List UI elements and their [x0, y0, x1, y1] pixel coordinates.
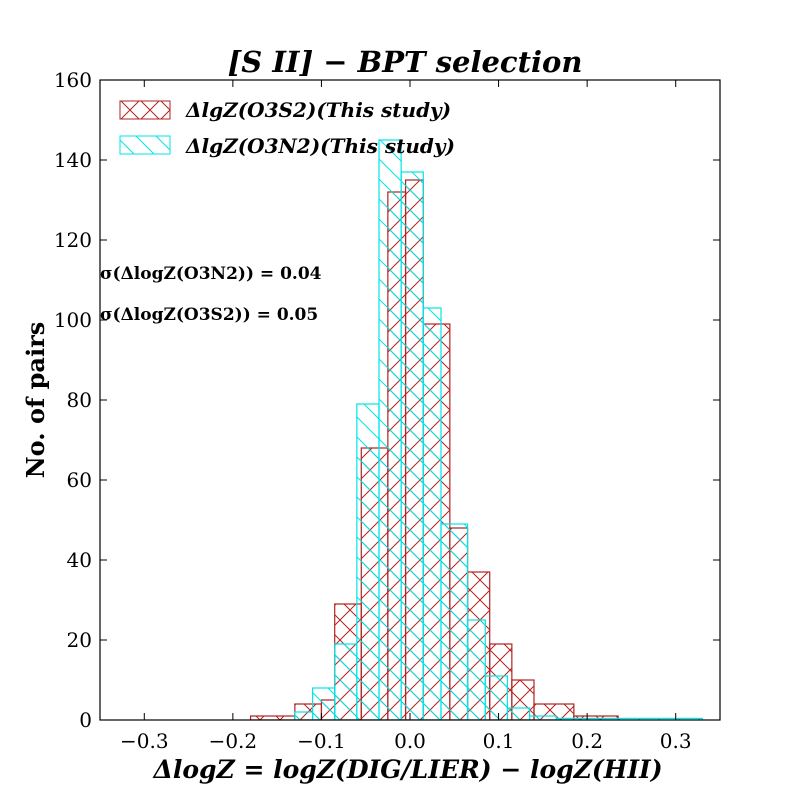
legend-label-o3s2: ΔlgZ(O3S2)(This study): [185, 98, 451, 122]
legend-label-o3n2: ΔlgZ(O3N2)(This study): [185, 134, 455, 158]
x-axis: −0.3 −0.2 −0.1 0.0 0.1 0.2 0.3: [120, 80, 692, 753]
bar-o3n2-1: [311, 687, 336, 720]
y-tick-label: 140: [54, 148, 92, 172]
bar-o3n2-3: [356, 403, 380, 720]
x-tick-label: −0.3: [120, 729, 169, 753]
bar-o3n2-8: [466, 619, 486, 720]
y-tick-label: 120: [54, 228, 92, 252]
chart-title: [S II] − BPT selection: [228, 45, 583, 79]
x-tick-label: 0.2: [571, 729, 603, 753]
x-tick-label: −0.2: [209, 729, 258, 753]
y-axis: 0 20 40 60 80 100 120 140 160: [54, 68, 720, 732]
y-tick-label: 80: [67, 388, 92, 412]
y-tick-label: 0: [79, 708, 92, 732]
bar-o3n2-9: [484, 675, 509, 720]
sigma-o3s2-annotation: σ(ΔlogZ(O3S2)) = 0.05: [100, 305, 318, 325]
bar-o3n2-2: [334, 643, 358, 720]
y-tick-label: 20: [67, 628, 92, 652]
x-tick-label: −0.1: [297, 729, 346, 753]
x-tick-label: 0.0: [394, 729, 426, 753]
legend: ΔlgZ(O3S2)(This study) ΔlgZ(O3N2)(This s…: [119, 98, 455, 158]
y-axis-label: No. of pairs: [21, 322, 50, 479]
sigma-o3n2-annotation: σ(ΔlogZ(O3N2)) = 0.04: [100, 264, 322, 284]
x-tick-label: 0.1: [483, 729, 515, 753]
bar-o3n2-7: [440, 523, 469, 720]
x-tick-label: 0.3: [660, 729, 692, 753]
bar-o3n2-12: [555, 717, 703, 720]
bar-o3n2-10: [506, 707, 531, 720]
bars-group: [249, 139, 703, 720]
legend-swatch-o3s2: [119, 100, 171, 120]
bar-o3n2-6: [422, 307, 442, 720]
bar-o3n2-4: [378, 139, 402, 720]
x-axis-label: ΔlogZ = logZ(DIG/LIER) − logZ(HII): [151, 755, 662, 784]
bar-o3n2-0: [294, 711, 314, 720]
y-tick-label: 40: [67, 548, 92, 572]
bar-o3n2-5: [400, 171, 424, 720]
legend-swatch-o3n2: [119, 135, 171, 155]
y-tick-label: 60: [67, 468, 92, 492]
y-tick-label: 100: [54, 308, 92, 332]
y-tick-label: 160: [54, 68, 92, 92]
